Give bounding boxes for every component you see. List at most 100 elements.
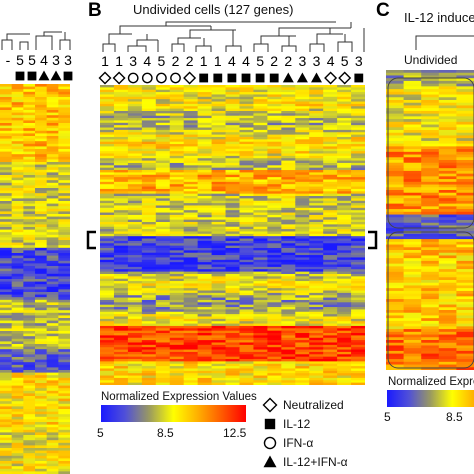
heatmap-cell (309, 224, 324, 228)
heatmap-cell (23, 448, 36, 452)
heatmap-cell (239, 247, 255, 251)
heatmap-cell (35, 294, 48, 298)
heatmap-cell (253, 236, 268, 240)
heatmap-cell (309, 342, 324, 346)
heatmap-cell (46, 237, 59, 241)
heatmap-cell (113, 196, 129, 199)
heatmap-cell (386, 356, 405, 360)
heatmap-cell (23, 325, 36, 329)
heatmap-cell (211, 238, 227, 242)
heatmap-cell (323, 226, 338, 230)
heatmap-cell (225, 148, 241, 152)
heatmap-cell (0, 180, 13, 184)
column-number: 3 (354, 53, 363, 69)
heatmap-cell (169, 328, 185, 332)
heatmap-cell (46, 151, 59, 155)
heatmap-cell (0, 149, 13, 153)
heatmap-cell (267, 309, 282, 313)
heatmap-cell (58, 117, 70, 121)
heatmap-cell (0, 466, 13, 470)
heatmap-cell (183, 118, 199, 122)
heatmap-cell (337, 160, 352, 164)
heatmap-cell (421, 181, 440, 186)
heatmap-cell (155, 269, 171, 273)
heatmap-cell (183, 373, 199, 377)
heatmap-cell (113, 264, 129, 268)
heatmap-cell (100, 316, 115, 320)
heatmap-cell (46, 419, 59, 423)
heatmap-cell (309, 113, 324, 117)
heatmap-cell (351, 96, 365, 100)
heatmap-cell (456, 70, 474, 74)
heatmap-cell (141, 325, 157, 329)
heatmap-cell (169, 193, 185, 197)
heatmap-cell (46, 468, 59, 472)
heatmap-cell (267, 295, 282, 299)
heatmap-cell (23, 377, 36, 381)
heatmap-cell (438, 329, 457, 333)
circle-symbol (170, 72, 181, 84)
heatmap-cell (351, 325, 365, 329)
heatmap-cell (386, 138, 405, 142)
heatmap-cell (281, 247, 296, 251)
heatmap-cell (0, 320, 13, 324)
heatmap-cell (267, 226, 282, 230)
heatmap-cell (337, 139, 352, 143)
heatmap-cell (46, 323, 59, 327)
heatmap-cell (351, 262, 365, 266)
heatmap-cell (197, 285, 213, 289)
heatmap-cell (295, 165, 310, 169)
heatmap-cell (295, 188, 310, 192)
heatmap-cell (253, 170, 268, 174)
heatmap-cell (169, 106, 185, 110)
heatmap-cell (155, 196, 171, 199)
heatmap-cell (197, 257, 213, 261)
heatmap-cell (100, 144, 115, 148)
heatmap-cell (253, 373, 268, 377)
heatmap-cell (267, 330, 282, 334)
heatmap-cell (35, 325, 48, 329)
heatmap-cell (58, 115, 70, 119)
heatmap-cell (267, 276, 282, 280)
heatmap-cell (100, 252, 115, 256)
heatmap-cell (337, 219, 352, 223)
heatmap-cell (421, 361, 440, 366)
heatmap-cell (239, 132, 255, 136)
heatmap-cell (141, 344, 157, 348)
heatmap-cell (309, 191, 324, 195)
heatmap-cell (155, 281, 171, 285)
heatmap-cell (323, 323, 338, 327)
heatmap-cell (239, 356, 255, 360)
heatmap-cell (337, 302, 352, 306)
heatmap-cell (23, 253, 36, 257)
heatmap-cell (438, 320, 457, 325)
heatmap-cell (58, 151, 70, 155)
heatmap-cell (169, 299, 185, 303)
heatmap-cell (267, 186, 282, 190)
heatmap-cell (351, 344, 365, 348)
heatmap-cell (253, 210, 268, 214)
heatmap-cell (309, 118, 324, 122)
heatmap-cell (456, 230, 474, 235)
heatmap-cell (456, 75, 474, 79)
heatmap-cell (169, 302, 185, 306)
heatmap-cell (23, 260, 36, 264)
heatmap-cell (35, 240, 48, 244)
heatmap-cell (35, 138, 48, 142)
heatmap-cell (267, 214, 282, 218)
heatmap-cell (11, 110, 24, 114)
heatmap-cell (323, 125, 338, 129)
heatmap-cell (438, 222, 457, 227)
heatmap-cell (267, 266, 282, 270)
heatmap-cell (309, 347, 324, 351)
heatmap-cell (421, 255, 440, 259)
heatmap-cell (225, 174, 241, 178)
heatmap-cell (253, 283, 268, 287)
heatmap-cell (35, 263, 48, 267)
heatmap-cell (386, 192, 405, 197)
heatmap-cell (11, 177, 24, 181)
heatmap-cell (23, 458, 36, 462)
heatmap-cell (211, 87, 227, 91)
heatmap-cell (309, 240, 324, 244)
heatmap-cell (309, 238, 324, 242)
